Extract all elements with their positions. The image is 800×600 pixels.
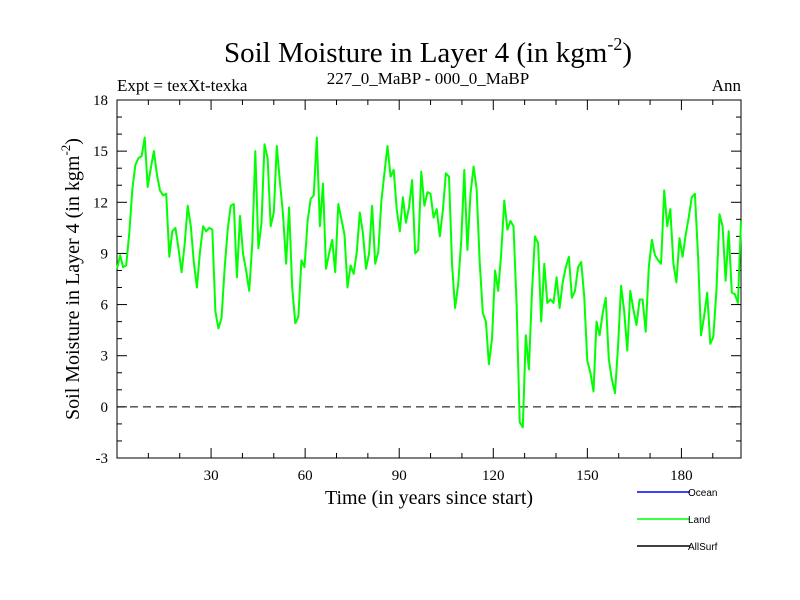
y-tick-label: -3 [96, 451, 109, 467]
y-tick-label: 3 [101, 349, 109, 365]
x-tick-label: 120 [482, 468, 505, 484]
legend-label-ocean: Ocean [688, 488, 717, 499]
y-tick-label: 12 [93, 195, 108, 211]
legend-label-allsurf: AllSurf [688, 542, 718, 553]
season-label: Ann [712, 76, 742, 95]
plot-frame [116, 99, 742, 459]
y-tick-label: 6 [101, 298, 109, 314]
x-tick-label: 30 [204, 468, 219, 484]
legend: Ocean Land AllSurf [637, 488, 718, 553]
legend-label-land: Land [688, 515, 710, 526]
x-tick-label: 60 [298, 468, 313, 484]
x-tick-label: 180 [670, 468, 693, 484]
x-tick-label: 90 [392, 468, 407, 484]
series-line-land [116, 136, 742, 429]
y-axis-ticks: -3 0 3 6 9 12 15 18 [93, 93, 741, 467]
y-tick-label: 18 [93, 93, 108, 109]
y-tick-label: 9 [101, 246, 109, 262]
y-axis-label: Soil Moisture in Layer 4 (in kgm-2) [58, 138, 84, 420]
chart-title: Soil Moisture in Layer 4 (in kgm-2) [224, 34, 632, 69]
x-axis-ticks: 30 60 90 120 150 180 [147, 100, 714, 484]
experiment-label: Expt = texXt-texka [117, 76, 248, 95]
y-tick-label: 15 [93, 144, 108, 160]
series-group [116, 136, 742, 429]
period-label: 227_0_MaBP - 000_0_MaBP [327, 69, 529, 88]
y-tick-label: 0 [101, 400, 109, 416]
x-tick-label: 150 [576, 468, 599, 484]
x-axis-label: Time (in years since start) [325, 487, 533, 509]
